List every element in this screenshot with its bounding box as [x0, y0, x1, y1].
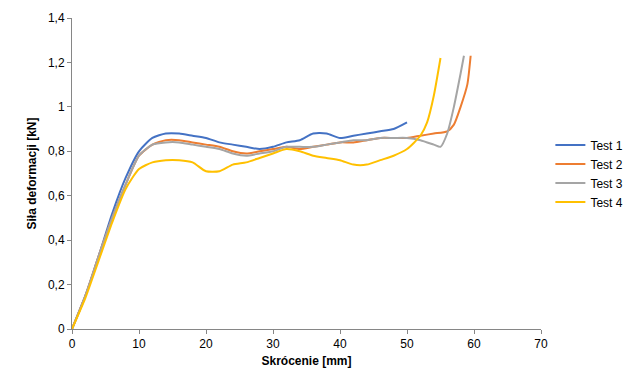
svg-text:Test 1: Test 1	[590, 139, 622, 153]
svg-text:0,4: 0,4	[48, 233, 65, 247]
svg-text:10: 10	[132, 337, 146, 351]
svg-text:1: 1	[58, 100, 65, 114]
svg-text:30: 30	[266, 337, 280, 351]
svg-text:Test 4: Test 4	[590, 196, 622, 210]
svg-text:70: 70	[534, 337, 548, 351]
svg-text:20: 20	[199, 337, 213, 351]
svg-text:Test 2: Test 2	[590, 158, 622, 172]
svg-text:0: 0	[58, 322, 65, 336]
svg-text:Test 3: Test 3	[590, 177, 622, 191]
svg-text:0,6: 0,6	[48, 189, 65, 203]
svg-text:0: 0	[69, 337, 76, 351]
svg-text:1,2: 1,2	[48, 56, 65, 70]
svg-text:Skrócenie [mm]: Skrócenie [mm]	[261, 354, 351, 368]
svg-text:0,2: 0,2	[48, 278, 65, 292]
svg-text:Siła deformacji [kN]: Siła deformacji [kN]	[25, 117, 39, 229]
svg-text:60: 60	[467, 337, 481, 351]
svg-text:1,4: 1,4	[48, 11, 65, 25]
svg-text:50: 50	[400, 337, 414, 351]
svg-text:40: 40	[333, 337, 347, 351]
svg-text:0,8: 0,8	[48, 144, 65, 158]
